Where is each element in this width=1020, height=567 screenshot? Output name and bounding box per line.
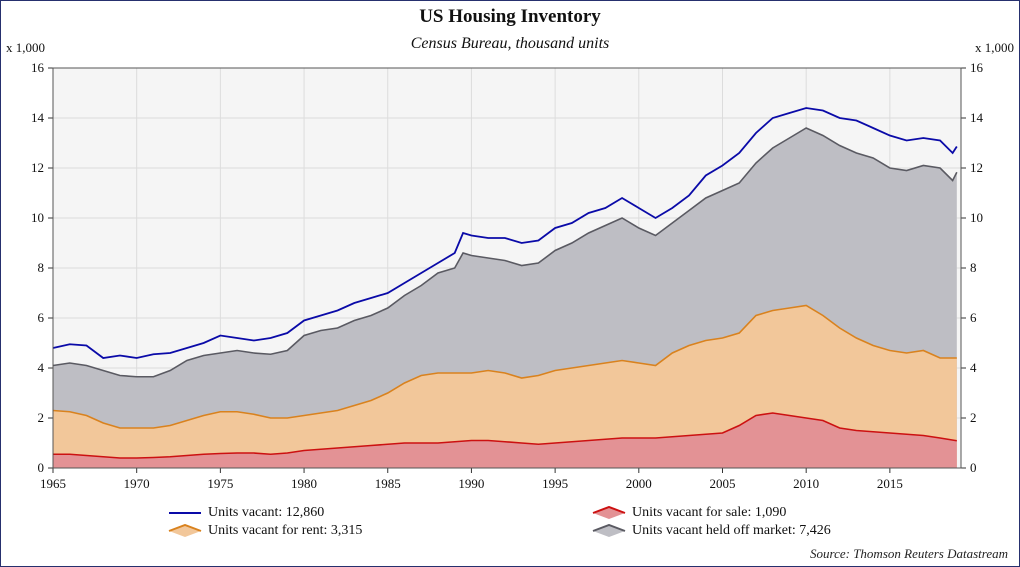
legend-label-units-for-rent: Units vacant for rent: 3,315 [208,523,363,538]
legend-label-units-for-sale: Units vacant for sale: 1,090 [632,505,787,520]
legend-item-units-held-off-market: Units vacant held off market: 7,426 [592,523,831,539]
legend-swatch-units-for-sale [592,506,626,519]
line-units-held-off-market [52,127,958,378]
y-tick-label-left: 4 [38,360,45,375]
chart-title: US Housing Inventory [419,6,601,27]
x-tick-label: 1995 [542,476,568,491]
y-tick-label-right: 2 [970,410,977,425]
right-axis-unit: x 1,000 [975,40,1014,55]
x-tick-label: 2010 [793,476,819,491]
legend-item-units-vacant: Units vacant: 12,860 [168,505,324,521]
y-tick-label-right: 6 [970,310,977,325]
y-tick-label-right: 16 [970,60,984,75]
source-note: Source: Thomson Reuters Datastream [810,546,1008,561]
legend-label-units-vacant: Units vacant: 12,860 [208,505,325,520]
y-tick-label-left: 16 [31,60,45,75]
plot-border [52,67,962,469]
chart-subtitle: Census Bureau, thousand units [410,35,610,52]
y-tick-label-left: 0 [38,460,45,475]
legend-swatch-units-vacant [169,512,201,514]
legend-swatch-units-for-rent [168,524,202,537]
x-tick-label: 2005 [709,476,735,491]
legend-label-units-held-off-market: Units vacant held off market: 7,426 [632,523,831,538]
x-tick-label: 2015 [877,476,903,491]
left-axis-unit: x 1,000 [6,40,45,55]
line-units-vacant [52,107,958,359]
y-tick-label-right: 12 [970,160,983,175]
area-units-for-rent [53,305,957,468]
legend-swatch-units-held-off-market [592,524,626,537]
y-tick-label-left: 2 [38,410,45,425]
y-tick-label-left: 8 [38,260,45,275]
x-tick-label: 1970 [124,476,150,491]
y-tick-label-left: 10 [31,210,44,225]
legend-item-units-for-sale: Units vacant for sale: 1,090 [592,505,786,521]
line-units-for-sale [53,412,957,459]
y-tick-label-left: 14 [31,110,45,125]
line-units-for-rent [52,304,957,429]
y-tick-label-right: 10 [970,210,983,225]
legend-item-units-for-rent: Units vacant for rent: 3,315 [168,523,362,539]
x-tick-label: 2000 [626,476,652,491]
y-tick-label-left: 12 [31,160,44,175]
x-tick-label: 1975 [207,476,233,491]
y-tick-label-right: 4 [970,360,977,375]
x-tick-label: 1985 [375,476,401,491]
x-tick-label: 1980 [291,476,317,491]
y-tick-label-right: 8 [970,260,977,275]
y-tick-label-right: 0 [970,460,977,475]
y-tick-label-left: 6 [38,310,45,325]
y-tick-label-right: 14 [970,110,984,125]
x-tick-label: 1990 [458,476,484,491]
x-tick-label: 1965 [40,476,66,491]
